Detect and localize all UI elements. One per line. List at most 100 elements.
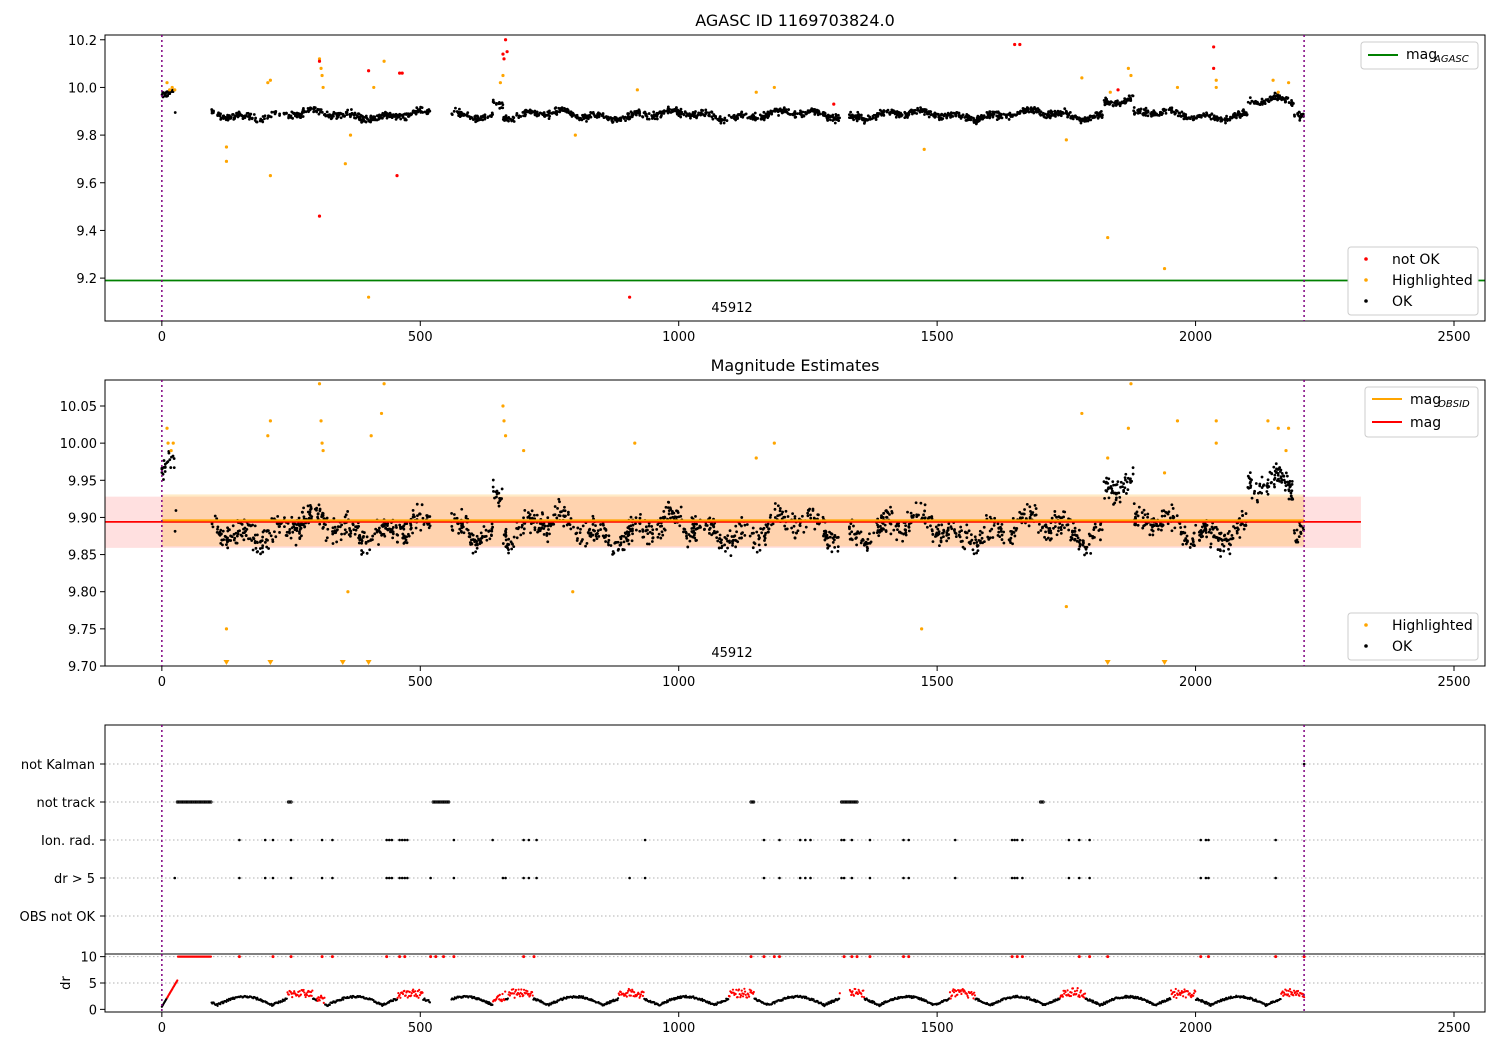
ok-point (1233, 526, 1237, 530)
ok-point (1180, 110, 1184, 114)
highlighted-point (503, 434, 508, 438)
ok-point (1122, 101, 1126, 105)
ok-point (1275, 470, 1279, 474)
panel1-title: AGASC ID 1169703824.0 (695, 11, 895, 30)
ok-point (259, 552, 262, 556)
ok-point (669, 516, 672, 520)
ok-point (646, 532, 650, 536)
flag-point (1204, 838, 1208, 842)
ok-point (967, 114, 971, 118)
ok-point (991, 115, 995, 119)
ok-point (540, 526, 544, 530)
ok-point (855, 543, 859, 547)
ok-point (931, 540, 935, 544)
ok-point (1228, 530, 1231, 533)
ok-point (942, 528, 946, 532)
dr-point (328, 1003, 331, 1006)
ok-point (354, 116, 358, 120)
highlighted-point (268, 78, 272, 82)
ok-point (339, 538, 343, 542)
ok-point (942, 114, 946, 117)
ok-point (369, 114, 373, 118)
ok-point (295, 529, 299, 532)
flag-point (238, 876, 241, 880)
ok-point (266, 114, 270, 118)
ok-point (741, 115, 745, 119)
ok-point (808, 507, 812, 511)
dr-point (396, 996, 399, 999)
ok-point (345, 530, 348, 534)
ok-point (1103, 496, 1107, 500)
ok-point (1034, 507, 1038, 510)
highlighted-point (1064, 604, 1068, 609)
ok-point (1282, 478, 1286, 482)
highlighted-point (1108, 90, 1112, 94)
flag-point (400, 876, 404, 880)
ok-point (248, 116, 252, 120)
ok-point (1078, 118, 1082, 122)
flag-point (535, 876, 538, 880)
ok-point (326, 527, 330, 531)
ok-point (919, 106, 922, 110)
ok-point (666, 110, 669, 113)
ok-point (967, 529, 971, 533)
ok-point (916, 106, 920, 110)
ok-point (216, 527, 219, 531)
ok-point (769, 513, 773, 517)
ok-point (450, 524, 454, 528)
ok-point (421, 516, 425, 520)
highlighted-point (168, 88, 172, 92)
ok-point (589, 535, 593, 538)
ok-point (951, 114, 955, 118)
highlighted-point (268, 419, 272, 423)
highlighted-point (171, 441, 175, 445)
ok-point (1038, 112, 1042, 116)
ok-point (831, 540, 835, 544)
ok-point (365, 551, 369, 555)
ok-point (465, 113, 469, 117)
ok-point (460, 114, 463, 117)
ok-point (694, 514, 697, 518)
dr-point (418, 988, 421, 991)
ok-point (659, 516, 662, 520)
ok-point (975, 551, 978, 555)
ok-point (730, 116, 734, 119)
ok-point (470, 542, 474, 546)
ok-point (1279, 475, 1283, 479)
ok-point (630, 115, 634, 119)
ok-point (419, 110, 423, 114)
legend-label: OK (1392, 639, 1413, 655)
ok-point (1297, 535, 1301, 539)
ok-point (961, 113, 965, 117)
flag-point (1077, 838, 1081, 842)
ok-point (356, 112, 360, 116)
highlighted-point (1126, 426, 1130, 430)
ok-point (318, 509, 322, 513)
ok-point (720, 544, 724, 548)
dr-point (176, 979, 179, 982)
ok-point (674, 106, 678, 110)
panel4-points (105, 955, 1485, 1008)
ok-point (888, 110, 892, 114)
ok-point (740, 532, 743, 536)
flag-point (1199, 876, 1203, 880)
ok-point (476, 543, 479, 547)
ok-point (1238, 115, 1242, 119)
ok-point (271, 538, 275, 542)
ok-point (358, 533, 362, 537)
ok-point (1050, 114, 1053, 117)
ok-point (480, 536, 484, 540)
ok-point (289, 114, 293, 118)
legend-label: OK (1392, 294, 1413, 310)
ok-point (1246, 100, 1250, 104)
ok-point (1148, 533, 1152, 537)
ok-point (1126, 476, 1130, 480)
ok-point (666, 105, 670, 109)
dr-point (209, 955, 213, 958)
ok-point (1246, 486, 1250, 489)
ok-point (882, 512, 886, 515)
ok-point (1122, 482, 1125, 486)
ok-point (946, 111, 950, 115)
ok-point (1280, 480, 1284, 484)
